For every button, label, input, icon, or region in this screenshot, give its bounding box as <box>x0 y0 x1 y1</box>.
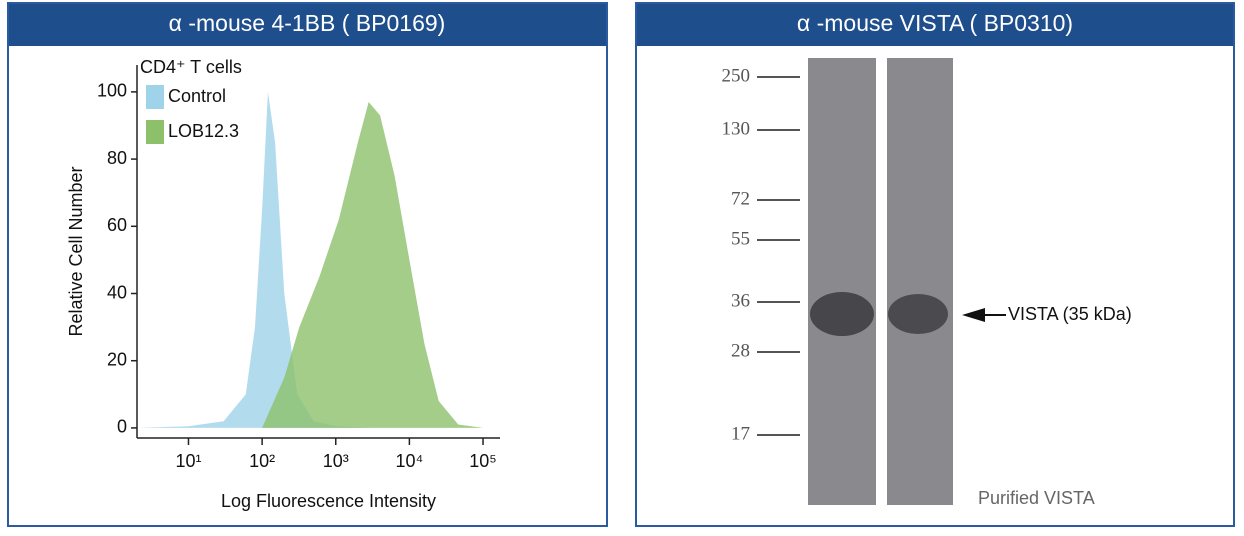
legend-label: LOB12.3 <box>168 121 239 141</box>
marker-label: 17 <box>731 423 750 444</box>
x-axis-label: Log Fluorescence Intensity <box>221 491 436 511</box>
chart-title: CD4⁺ T cells <box>140 57 242 77</box>
y-tick-label: 0 <box>117 417 127 437</box>
panel-title: α -mouse VISTA ( BP0310) <box>797 10 1073 36</box>
x-tick-label: 10³ <box>323 451 349 471</box>
left-header <box>9 4 606 46</box>
marker-label: 28 <box>731 340 750 361</box>
panel-title: α -mouse 4-1BB ( BP0169) <box>169 10 446 36</box>
x-tick-label: 10² <box>249 451 275 471</box>
marker-label: 36 <box>731 290 750 311</box>
arrow <box>962 308 985 322</box>
legend-swatch <box>146 120 164 144</box>
marker-label: 72 <box>731 188 750 209</box>
lane <box>808 58 876 505</box>
y-tick-label: 60 <box>107 215 127 235</box>
x-tick-label: 10⁵ <box>469 451 496 471</box>
marker-label: 250 <box>722 65 751 86</box>
left-panel <box>7 2 608 527</box>
band <box>810 292 874 336</box>
band-label: VISTA (35 kDa) <box>1008 304 1132 324</box>
lane <box>887 58 953 505</box>
y-tick-label: 100 <box>97 81 127 101</box>
band <box>888 294 948 334</box>
y-tick-label: 20 <box>107 349 127 369</box>
x-tick-label: 10⁴ <box>396 451 424 471</box>
legend-label: Control <box>168 86 226 106</box>
marker-label: 55 <box>731 228 750 249</box>
y-tick-label: 80 <box>107 148 127 168</box>
histogram <box>262 101 484 428</box>
x-tick-label: 10¹ <box>175 451 201 471</box>
marker-label: 130 <box>722 118 751 139</box>
caption: Purified VISTA <box>978 488 1095 508</box>
y-axis-label: Relative Cell Number <box>66 166 86 336</box>
legend-swatch <box>146 85 164 109</box>
right-header <box>637 4 1233 46</box>
y-tick-label: 40 <box>107 282 127 302</box>
histogram <box>137 91 371 428</box>
